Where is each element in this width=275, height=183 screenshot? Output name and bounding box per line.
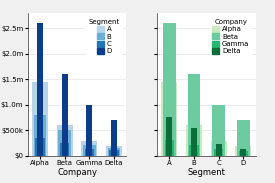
- Bar: [189, 145, 199, 156]
- Bar: [35, 138, 45, 156]
- Bar: [216, 144, 222, 156]
- Legend: A, B, C, D: A, B, C, D: [86, 16, 123, 57]
- Bar: [58, 130, 71, 156]
- Bar: [109, 150, 119, 156]
- Bar: [237, 120, 250, 156]
- Bar: [240, 149, 246, 156]
- Bar: [111, 120, 117, 156]
- X-axis label: Segment: Segment: [187, 169, 225, 178]
- Bar: [34, 115, 46, 156]
- Bar: [32, 82, 48, 156]
- Bar: [83, 145, 96, 156]
- Bar: [108, 148, 120, 156]
- Bar: [85, 149, 94, 156]
- Bar: [186, 125, 202, 156]
- Bar: [62, 74, 68, 156]
- Bar: [163, 23, 176, 156]
- Bar: [214, 149, 223, 156]
- Bar: [81, 141, 97, 156]
- Bar: [238, 152, 248, 156]
- Bar: [212, 104, 225, 156]
- Bar: [166, 117, 172, 156]
- Legend: Alpha, Beta, Gamma, Delta: Alpha, Beta, Gamma, Delta: [210, 16, 252, 57]
- X-axis label: Company: Company: [57, 169, 97, 178]
- Bar: [106, 146, 122, 156]
- Bar: [37, 23, 43, 156]
- Bar: [211, 141, 227, 156]
- Bar: [86, 104, 92, 156]
- Bar: [57, 125, 73, 156]
- Bar: [60, 143, 69, 156]
- Bar: [191, 128, 197, 156]
- Bar: [235, 146, 251, 156]
- Bar: [161, 82, 177, 156]
- Bar: [188, 74, 200, 156]
- Bar: [164, 140, 174, 156]
